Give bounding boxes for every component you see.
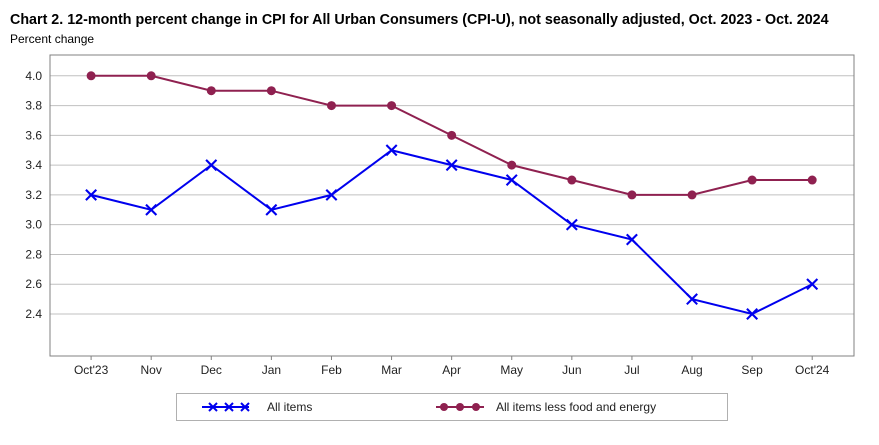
svg-text:4.0: 4.0: [25, 69, 42, 83]
svg-text:3.4: 3.4: [25, 158, 42, 172]
svg-text:Jan: Jan: [262, 363, 281, 377]
svg-text:Nov: Nov: [141, 363, 162, 377]
svg-text:2.4: 2.4: [25, 307, 42, 321]
svg-text:2.8: 2.8: [25, 247, 42, 261]
svg-text:3.8: 3.8: [25, 99, 42, 113]
svg-text:3.6: 3.6: [25, 128, 42, 142]
svg-text:Feb: Feb: [321, 363, 342, 377]
svg-text:2.6: 2.6: [25, 277, 42, 291]
svg-text:3.0: 3.0: [25, 218, 42, 232]
svg-text:May: May: [500, 363, 523, 377]
svg-text:Jun: Jun: [562, 363, 581, 377]
svg-text:Dec: Dec: [201, 363, 222, 377]
svg-text:Sep: Sep: [741, 363, 763, 377]
svg-text:3.2: 3.2: [25, 188, 42, 202]
svg-text:Oct'24: Oct'24: [795, 363, 830, 377]
svg-text:Mar: Mar: [381, 363, 402, 377]
svg-text:Jul: Jul: [624, 363, 639, 377]
svg-text:Oct'23: Oct'23: [74, 363, 109, 377]
svg-text:Aug: Aug: [681, 363, 702, 377]
svg-text:Apr: Apr: [442, 363, 461, 377]
